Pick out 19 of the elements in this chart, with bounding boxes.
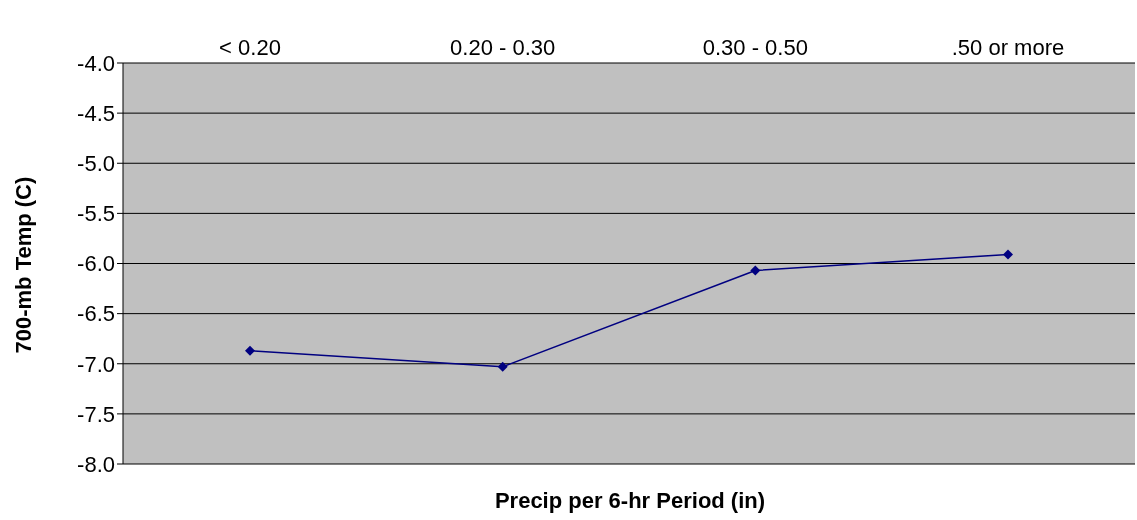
y-tick-label: -4.0 bbox=[77, 50, 115, 76]
y-tick-label: -6.5 bbox=[77, 301, 115, 327]
y-tick-label: -5.0 bbox=[77, 151, 115, 177]
y-tick-label: -7.5 bbox=[77, 401, 115, 427]
y-tick-label: -6.0 bbox=[77, 251, 115, 277]
x-axis-title: Precip per 6-hr Period (in) bbox=[493, 488, 767, 514]
point bbox=[245, 345, 255, 356]
point bbox=[497, 361, 508, 372]
y-tick-label: -5.5 bbox=[77, 201, 115, 227]
y-tick-label: -7.0 bbox=[77, 351, 115, 377]
x-tick-label: < 0.20 bbox=[219, 35, 281, 60]
x-tick-label: 0.20 - 0.30 bbox=[450, 35, 556, 60]
y-tick-label: -4.5 bbox=[77, 100, 115, 126]
point bbox=[1003, 249, 1013, 260]
y-tick-label: -8.0 bbox=[77, 451, 115, 477]
x-tick-label: 0.30 - 0.50 bbox=[702, 35, 808, 60]
y-axis-title: 700-mb Temp (C) bbox=[10, 176, 36, 354]
x-tick-label: .50 or more bbox=[951, 35, 1065, 60]
point bbox=[750, 265, 761, 276]
